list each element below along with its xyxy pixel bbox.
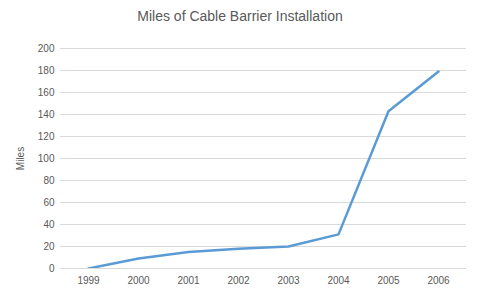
svg-text:180: 180 <box>38 65 55 76</box>
svg-text:120: 120 <box>38 131 55 142</box>
svg-text:80: 80 <box>43 175 55 186</box>
svg-text:140: 140 <box>38 109 55 120</box>
svg-text:Miles: Miles <box>15 147 26 170</box>
svg-text:2000: 2000 <box>127 275 150 286</box>
svg-text:100: 100 <box>38 153 55 164</box>
svg-text:200: 200 <box>38 43 55 54</box>
svg-text:1999: 1999 <box>77 275 100 286</box>
svg-text:40: 40 <box>43 219 55 230</box>
svg-text:2004: 2004 <box>327 275 350 286</box>
svg-text:2002: 2002 <box>227 275 250 286</box>
svg-text:0: 0 <box>49 263 55 274</box>
svg-text:2006: 2006 <box>427 275 450 286</box>
svg-text:160: 160 <box>38 87 55 98</box>
svg-text:2001: 2001 <box>177 275 200 286</box>
svg-text:20: 20 <box>43 241 55 252</box>
html-text:Miles of Cable Barrier Install: Miles of Cable Barrier Installation <box>137 8 343 24</box>
svg-text:2003: 2003 <box>277 275 300 286</box>
svg-text:60: 60 <box>43 197 55 208</box>
svg-text:2005: 2005 <box>377 275 400 286</box>
